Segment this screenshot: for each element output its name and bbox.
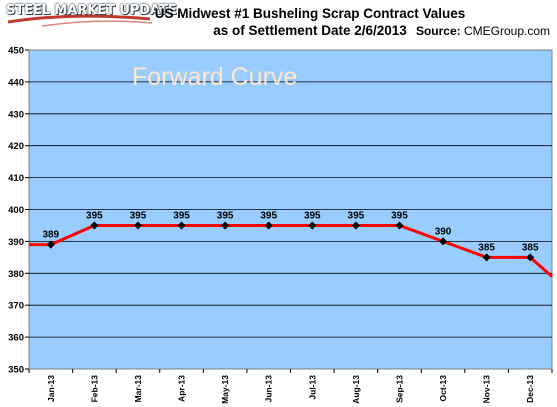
x-tick-label: Sep-13	[394, 375, 404, 403]
chart-title: US Midwest #1 Busheling Scrap Contract V…	[150, 5, 470, 39]
x-tick-label: Aug-13	[351, 375, 361, 404]
data-label: 395	[260, 210, 277, 221]
y-axis: 350 360 370 380 390 400 410 420 430 440 450	[8, 46, 29, 376]
source-value: CMEGroup.com	[463, 24, 550, 38]
data-label: 395	[217, 210, 234, 221]
source-label: Source:	[415, 24, 461, 38]
data-label: 395	[304, 210, 321, 221]
logo: STEEL MARKET UPDATE	[2, 0, 177, 30]
forward-curve-annotation: Forward Curve	[132, 63, 297, 91]
logo-swoosh-icon	[7, 14, 152, 27]
y-tick-label: 440	[8, 77, 24, 88]
y-tick-label: 420	[8, 141, 24, 152]
x-tick-label: Nov-13	[482, 375, 492, 404]
data-point	[133, 221, 142, 230]
data-label: 389	[42, 230, 59, 241]
data-point	[526, 253, 535, 262]
data-label: 395	[86, 210, 103, 221]
data-label: 395	[348, 210, 365, 221]
y-tick-label: 410	[8, 173, 24, 184]
data-markers	[46, 221, 535, 262]
x-tick-label: Jan-13	[46, 375, 56, 402]
y-tick-label: 430	[8, 109, 24, 120]
data-point	[395, 221, 404, 230]
data-label: 385	[522, 242, 539, 253]
data-point	[264, 221, 273, 230]
title-line-1: US Midwest #1 Busheling Scrap Contract V…	[154, 6, 466, 21]
y-tick-label: 400	[8, 205, 24, 216]
data-point	[439, 237, 448, 246]
data-label: 395	[173, 210, 190, 221]
data-point	[482, 253, 491, 262]
data-point	[177, 221, 186, 230]
x-tick-label: Feb-13	[89, 375, 99, 403]
y-tick-label: 380	[8, 269, 24, 280]
series-line	[29, 223, 553, 278]
data-point	[221, 221, 230, 230]
x-tick-label: Jun-13	[264, 375, 274, 403]
data-label: 390	[435, 226, 452, 237]
y-tick-label: 360	[8, 333, 24, 344]
x-tick-label: Apr-13	[177, 375, 187, 402]
y-tick-label: 370	[8, 301, 24, 312]
data-label: 385	[478, 242, 495, 253]
data-label: 395	[391, 210, 408, 221]
source-note: Source: CMEGroup.com	[416, 24, 550, 38]
x-tick-label: Oct-13	[438, 375, 448, 402]
y-tick-label: 350	[8, 365, 24, 376]
x-axis: Jan-13 Feb-13 Mar-13 Apr-13 May-13 Jun-13 Jul-…	[28, 369, 553, 404]
y-tick-label: 390	[8, 237, 24, 248]
data-point	[351, 221, 360, 230]
title-line-2: as of Settlement Date 2/6/2013	[213, 23, 407, 38]
data-point	[46, 240, 55, 249]
data-point	[90, 221, 99, 230]
logo-text: STEEL MARKET UPDATE	[6, 3, 177, 18]
data-labels: 389 395 395 395 395 395 395 395 395 390 385 385	[42, 210, 539, 253]
x-tick-label: Mar-13	[133, 375, 143, 403]
data-point	[308, 221, 317, 230]
y-tick-label: 450	[8, 46, 24, 57]
gridlines	[29, 81, 552, 338]
x-tick-label: Jul-13	[307, 375, 317, 400]
x-tick-label: Dec-13	[525, 375, 535, 403]
data-label: 395	[130, 210, 147, 221]
x-tick-label: May-13	[220, 375, 230, 404]
